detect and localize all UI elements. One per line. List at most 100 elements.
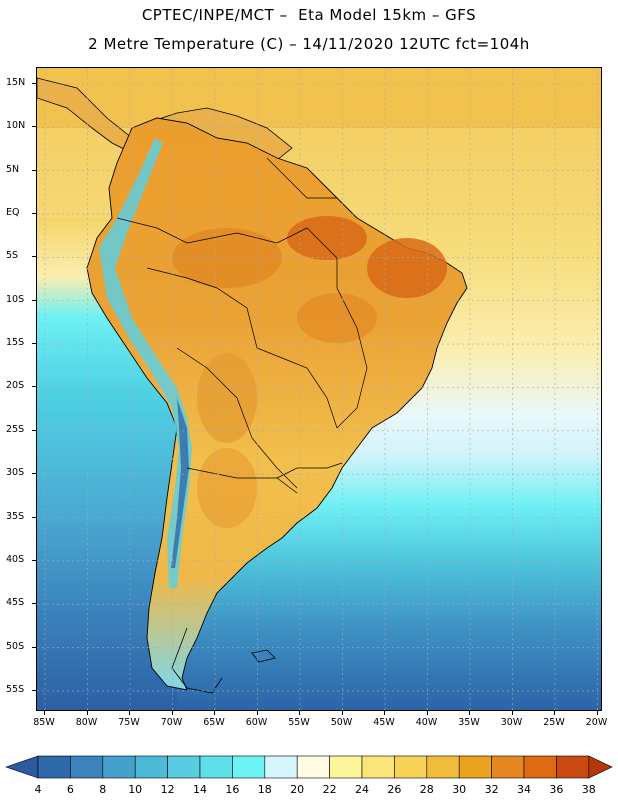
longitude-label: 20W xyxy=(585,717,608,728)
colorbar-level-label: 24 xyxy=(355,783,369,796)
colorbar-segment xyxy=(556,755,590,779)
country-borders xyxy=(116,157,368,494)
latitude-label: 30S xyxy=(6,467,25,479)
map-canvas xyxy=(37,68,601,710)
latitude-label: 45S xyxy=(6,597,25,609)
central-brazil-warm-area xyxy=(297,293,377,343)
colorbar-level-label: 10 xyxy=(128,783,143,796)
latitude-tick xyxy=(32,386,36,388)
longitude-tick xyxy=(44,711,45,715)
north-brazil-hot-area xyxy=(287,216,367,260)
latitude-label: EQ xyxy=(6,207,20,219)
colorbar-segment xyxy=(361,755,395,779)
northeast-brazil-hot-area xyxy=(367,238,447,298)
colorbar-level-label: 8 xyxy=(99,783,107,796)
colorbar-segment xyxy=(523,755,557,779)
latitude-tick xyxy=(32,213,36,215)
longitude-label: 65W xyxy=(203,717,225,728)
latitude-label: 5S xyxy=(6,250,19,262)
amazon-hot-area xyxy=(172,228,282,288)
andes-coldest-band xyxy=(171,398,189,568)
colorbar-level-label: 20 xyxy=(290,783,305,796)
longitude-label: 45W xyxy=(373,717,395,728)
longitude-label: 70W xyxy=(160,717,183,728)
colorbar-level-label: 4 xyxy=(34,783,42,796)
patagonia-coast xyxy=(171,627,223,694)
colorbar-segment xyxy=(232,755,266,779)
colorbar-segment xyxy=(102,755,136,779)
map-grid xyxy=(37,68,601,710)
longitude-tick xyxy=(171,711,173,715)
latitude-label: 50S xyxy=(6,640,25,652)
colorbar-segment xyxy=(329,755,363,779)
latitude-label: 35S xyxy=(6,510,25,522)
colorbar-segment xyxy=(70,755,104,779)
colorbar-segment xyxy=(167,755,201,779)
longitude-tick xyxy=(511,711,513,715)
colorbar xyxy=(5,755,613,779)
longitude-label: 80W xyxy=(75,717,98,728)
caribbean-region xyxy=(37,68,601,128)
latitude-label: 15N xyxy=(6,77,26,88)
colorbar-level-label: 18 xyxy=(257,783,272,796)
longitude-tick xyxy=(469,711,470,715)
latitude-tick xyxy=(32,516,36,518)
latitude-tick xyxy=(32,256,36,258)
chaco-warm-area xyxy=(197,353,257,443)
longitude-tick xyxy=(554,711,555,715)
latitude-label: 15S xyxy=(6,337,25,349)
colorbar-segment xyxy=(394,755,428,779)
colorbar-over-arrow xyxy=(588,755,613,779)
colorbar-segment xyxy=(296,755,330,779)
longitude-label: 30W xyxy=(500,717,523,728)
latitude-label: 20S xyxy=(6,380,25,392)
longitude-tick xyxy=(86,711,88,715)
longitude-tick xyxy=(341,711,343,715)
colorbar-level-label: 28 xyxy=(419,783,434,796)
latitude-tick xyxy=(32,126,36,128)
colorbar-level-label: 26 xyxy=(387,783,402,796)
colorbar-segment xyxy=(264,755,298,779)
colorbar-level-label: 22 xyxy=(322,783,337,796)
colorbar-level-label: 36 xyxy=(549,783,564,796)
longitude-label: 60W xyxy=(245,717,268,728)
colorbar-level-label: 30 xyxy=(452,783,467,796)
map-title-line2: 2 Metre Temperature (C) – 14/11/2020 12U… xyxy=(88,35,530,53)
latitude-tick xyxy=(32,343,36,345)
colorbar-level-label: 38 xyxy=(581,783,596,796)
latitude-tick xyxy=(32,429,36,431)
colorbar-level-label: 6 xyxy=(66,783,74,796)
latitude-label: 55S xyxy=(6,683,25,695)
colorbar-under-arrow xyxy=(5,755,39,779)
latitude-label: 10N xyxy=(6,120,26,132)
latitude-label: 25S xyxy=(6,423,25,435)
latitude-tick xyxy=(32,473,36,475)
longitude-tick xyxy=(426,711,428,715)
longitude-label: 35W xyxy=(458,717,480,728)
longitude-tick xyxy=(596,711,598,715)
latitude-label: 40S xyxy=(6,553,25,565)
colorbar-segment xyxy=(37,755,71,779)
colorbar-segment xyxy=(458,755,492,779)
longitude-label: 75W xyxy=(118,717,140,728)
longitude-label: 55W xyxy=(288,717,310,728)
colorbar-level-label: 16 xyxy=(225,783,240,796)
latitude-label: 5N xyxy=(6,163,20,175)
longitude-tick xyxy=(214,711,215,715)
colorbar-segment xyxy=(134,755,168,779)
colorbar-level-label: 34 xyxy=(517,783,531,796)
longitude-label: 50W xyxy=(330,717,353,728)
longitude-tick xyxy=(299,711,300,715)
colorbar-segment xyxy=(491,755,525,779)
temperature-map xyxy=(36,67,602,711)
colorbar-segment xyxy=(426,755,460,779)
longitude-label: 85W xyxy=(33,717,55,728)
longitude-tick xyxy=(256,711,258,715)
colorbar-level-label: 14 xyxy=(193,783,207,796)
latitude-tick xyxy=(32,689,36,691)
latitude-label: 10S xyxy=(6,293,25,305)
latitude-tick xyxy=(32,559,36,561)
colorbar-level-label: 12 xyxy=(160,783,175,796)
colorbar-segment xyxy=(199,755,233,779)
longitude-tick xyxy=(384,711,385,715)
